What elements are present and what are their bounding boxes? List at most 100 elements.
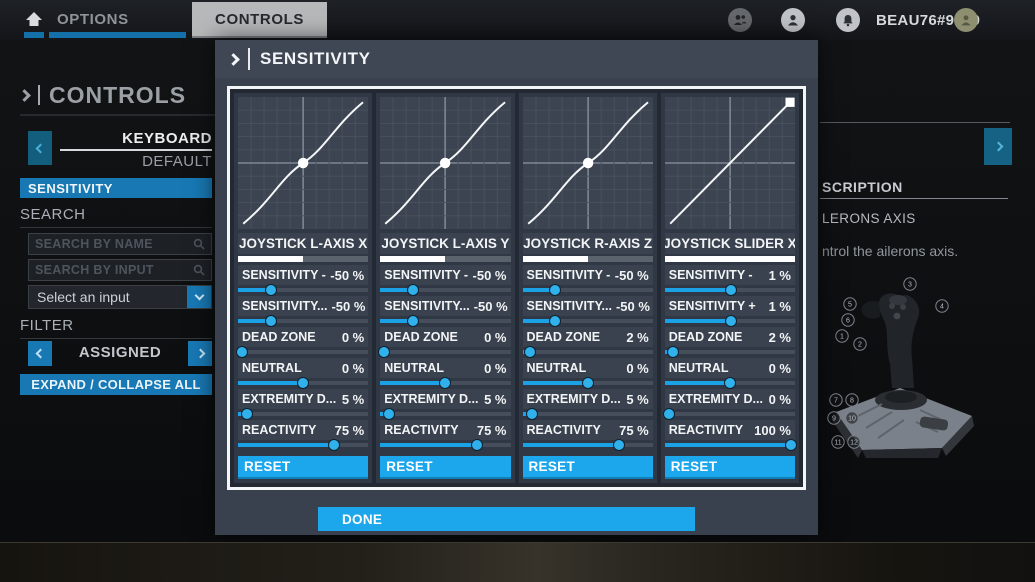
search-by-input-field[interactable] <box>28 259 212 281</box>
slider-handle[interactable] <box>725 315 738 327</box>
search-by-name-field[interactable] <box>28 233 212 255</box>
slider-handle[interactable] <box>549 315 562 327</box>
slider-track[interactable] <box>238 443 369 447</box>
reactivity-slider[interactable] <box>522 439 653 452</box>
slider-track[interactable] <box>522 443 653 447</box>
slider-fill <box>664 288 732 292</box>
slider-track[interactable] <box>522 288 653 292</box>
slider-handle[interactable] <box>662 408 675 420</box>
avatar[interactable] <box>954 8 978 32</box>
reactivity-slider[interactable] <box>238 439 369 452</box>
slider-handle[interactable] <box>264 284 277 296</box>
dialog-title: SENSITIVITY <box>260 49 371 68</box>
reset-button[interactable]: RESET <box>522 456 653 479</box>
slider-handle[interactable] <box>666 346 679 358</box>
slider-handle[interactable] <box>383 408 396 420</box>
dead-zone-slider[interactable] <box>378 346 511 359</box>
neutral-slider[interactable] <box>380 377 511 390</box>
slider-track[interactable] <box>664 350 795 354</box>
expand-collapse-all-button[interactable]: EXPAND / COLLAPSE ALL <box>20 374 212 395</box>
neutral-slider[interactable] <box>522 377 653 390</box>
sensitivity-slider[interactable] <box>522 315 653 328</box>
reset-button[interactable]: RESET <box>380 456 511 479</box>
slider-value: -50 % <box>330 267 365 283</box>
slider-handle[interactable] <box>241 408 254 420</box>
slider-track[interactable] <box>522 412 653 416</box>
sensitivity-slider[interactable] <box>380 315 511 328</box>
extremity-d-slider[interactable] <box>522 408 653 421</box>
sensitivity-slider[interactable] <box>664 315 795 328</box>
slider-handle[interactable] <box>581 377 594 389</box>
sensitivity-slider[interactable] <box>522 284 653 297</box>
panel-next-button[interactable] <box>984 128 1012 165</box>
device-prev-button[interactable] <box>28 131 52 165</box>
dead-zone-slider[interactable] <box>522 346 653 359</box>
slider-handle[interactable] <box>725 284 738 296</box>
slider-track[interactable] <box>380 319 511 323</box>
slider-track[interactable] <box>238 412 369 416</box>
slider-track[interactable] <box>380 350 511 354</box>
sensitivity-slider[interactable] <box>238 315 369 328</box>
filter-prev-button[interactable] <box>28 341 52 366</box>
slider-handle[interactable] <box>612 439 625 451</box>
extremity-d-slider[interactable] <box>380 408 511 421</box>
slider-value: 0 % <box>484 329 507 345</box>
select-input-dropdown[interactable]: Select an input <box>28 285 212 309</box>
reset-button[interactable]: RESET <box>664 456 795 479</box>
slider-track[interactable] <box>522 350 653 354</box>
dead-zone-slider[interactable] <box>664 346 795 359</box>
slider-handle[interactable] <box>723 377 736 389</box>
done-button[interactable]: DONE <box>318 507 695 531</box>
tab-controls[interactable]: CONTROLS <box>192 2 327 38</box>
search-by-input-input[interactable] <box>35 263 193 277</box>
slider-track[interactable] <box>380 288 511 292</box>
slider-label-row: SENSITIVITY - -50 % <box>380 265 511 285</box>
search-by-name-input[interactable] <box>35 237 193 251</box>
slider-handle[interactable] <box>264 315 277 327</box>
notifications-icon[interactable] <box>836 8 860 32</box>
slider-handle[interactable] <box>470 439 483 451</box>
dropdown-button[interactable] <box>187 286 211 308</box>
sensitivity-slider[interactable] <box>380 284 511 297</box>
reset-button[interactable]: RESET <box>238 456 369 479</box>
sensitivity-curve-chart <box>238 97 369 229</box>
slider-handle[interactable] <box>328 439 341 451</box>
filter-next-button[interactable] <box>188 341 212 366</box>
device-divider <box>60 149 212 151</box>
slider-label-row: EXTREMITY D... 5 % <box>238 389 369 409</box>
sensitivity-slider[interactable] <box>664 284 795 297</box>
slider-handle[interactable] <box>439 377 452 389</box>
neutral-slider[interactable] <box>238 377 369 390</box>
reactivity-slider[interactable] <box>380 439 511 452</box>
dead-zone-slider[interactable] <box>235 346 369 359</box>
slider-handle[interactable] <box>785 439 798 451</box>
neutral-slider[interactable] <box>664 377 795 390</box>
slider-label-row: DEAD ZONE 0 % <box>380 327 511 347</box>
slider-handle[interactable] <box>524 346 537 358</box>
home-icon[interactable] <box>26 12 42 26</box>
slider-track[interactable] <box>238 288 369 292</box>
slider-label-row: NEUTRAL 0 % <box>238 358 369 378</box>
slider-track[interactable] <box>380 412 511 416</box>
slider-handle[interactable] <box>525 408 538 420</box>
sidebar-item-sensitivity[interactable]: SENSITIVITY <box>20 178 212 198</box>
friends-icon[interactable] <box>728 8 752 32</box>
reactivity-slider[interactable] <box>664 439 798 452</box>
sensitivity-slider[interactable] <box>238 284 369 297</box>
extremity-d-slider[interactable] <box>238 408 369 421</box>
slider-handle[interactable] <box>406 284 419 296</box>
slider-handle[interactable] <box>235 346 248 358</box>
slider-track[interactable] <box>238 319 369 323</box>
slider-track[interactable] <box>522 319 653 323</box>
slider-track[interactable] <box>664 443 795 447</box>
slider-handle[interactable] <box>378 346 391 358</box>
slider-track[interactable] <box>380 443 511 447</box>
slider-handle[interactable] <box>406 315 419 327</box>
slider-handle[interactable] <box>297 377 310 389</box>
slider-track[interactable] <box>238 350 369 354</box>
profile-icon[interactable] <box>781 8 805 32</box>
extremity-d-slider[interactable] <box>662 408 795 421</box>
slider-handle[interactable] <box>549 284 562 296</box>
slider-track[interactable] <box>664 412 795 416</box>
tab-options[interactable]: OPTIONS <box>57 11 129 28</box>
